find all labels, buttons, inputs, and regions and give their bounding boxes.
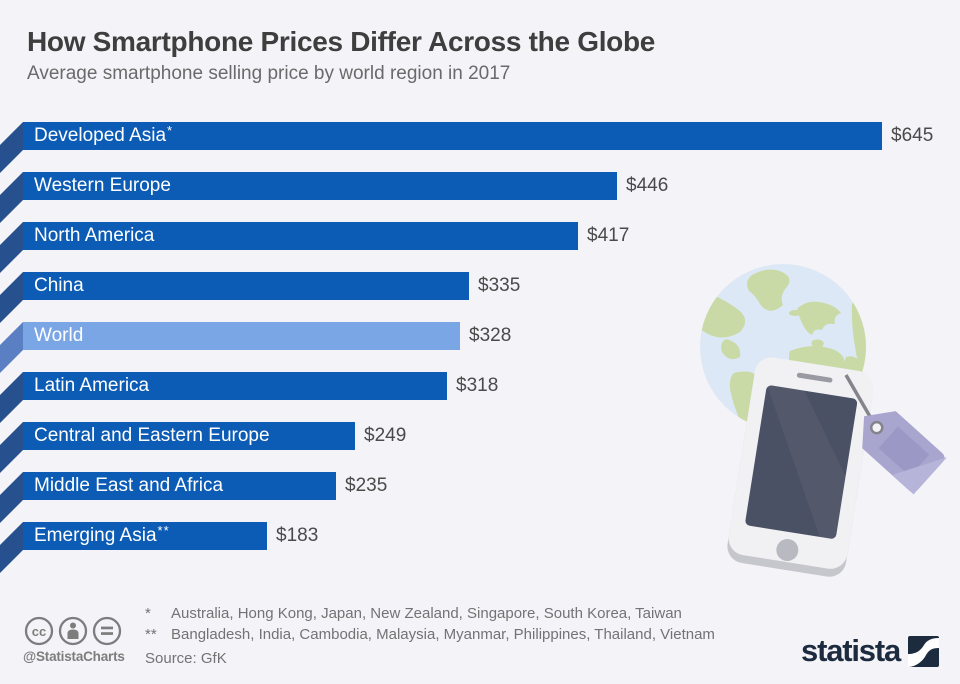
bar-label-text: Latin America	[34, 375, 150, 396]
bar-label-text: Central and Eastern Europe	[34, 425, 270, 446]
globe-phone-illustration	[700, 264, 947, 577]
bar-value-label: $328	[469, 325, 512, 346]
bar-row: World $328	[0, 322, 960, 373]
bar-label-text: Emerging Asia	[34, 525, 157, 546]
bar-label-superscript: **	[157, 523, 170, 538]
bar-value-label: $417	[587, 225, 630, 246]
footnote-line: * Australia, Hong Kong, Japan, New Zeala…	[145, 603, 715, 624]
bar-row: Central and Eastern Europe $249	[0, 422, 960, 473]
bar: Central and Eastern Europe	[23, 422, 355, 450]
bar-row: Developed Asia* $645	[0, 122, 960, 173]
bar-ribbon-fold	[0, 122, 23, 173]
by-icon	[58, 616, 88, 646]
bar: Western Europe	[23, 172, 617, 200]
footnote-line: ** Bangladesh, India, Cambodia, Malaysia…	[145, 624, 715, 645]
bar: Middle East and Africa	[23, 472, 336, 500]
bar-row: North America $417	[0, 222, 960, 273]
bar-ribbon-fold	[0, 272, 23, 323]
page-title: How Smartphone Prices Differ Across the …	[27, 26, 656, 57]
bar-row: China $335	[0, 272, 960, 323]
svg-text:cc: cc	[32, 624, 46, 639]
statista-logo-mark	[908, 635, 939, 667]
bar-label: Central and Eastern Europe	[23, 422, 355, 451]
bar-label: Emerging Asia**	[23, 522, 267, 551]
bar-value-label: $235	[345, 475, 388, 496]
bar: World	[23, 322, 460, 350]
footnotes: * Australia, Hong Kong, Japan, New Zeala…	[145, 603, 715, 645]
footnote-text: Australia, Hong Kong, Japan, New Zealand…	[171, 605, 682, 622]
footnote-marker: *	[145, 605, 151, 622]
nd-icon	[92, 616, 122, 646]
license-badges: cc	[24, 616, 124, 651]
source-label: Source: GfK	[145, 650, 227, 667]
bar-ribbon-fold	[0, 472, 23, 523]
bar-label: Western Europe	[23, 172, 617, 201]
bar-label: World	[23, 322, 460, 351]
bar-ribbon-fold	[0, 322, 23, 373]
bar: China	[23, 272, 469, 300]
bar-row: Western Europe $446	[0, 172, 960, 223]
bar: Emerging Asia**	[23, 522, 267, 550]
bar-value-label: $645	[891, 125, 934, 146]
bar-label: Middle East and Africa	[23, 472, 336, 501]
statista-logo-text: statista	[801, 633, 901, 668]
bar: Latin America	[23, 372, 447, 400]
bar-value-label: $183	[276, 525, 319, 546]
price-tag-icon	[862, 411, 947, 495]
page-subtitle: Average smartphone selling price by worl…	[27, 63, 511, 84]
bar-label-text: World	[34, 325, 84, 346]
bar-label: China	[23, 272, 469, 301]
bar-ribbon-fold	[0, 372, 23, 423]
bar: North America	[23, 222, 578, 250]
bar-label: Developed Asia*	[23, 122, 882, 151]
bar-label-text: Middle East and Africa	[34, 475, 224, 496]
bar-label-text: China	[34, 275, 84, 296]
footnote-marker: **	[145, 626, 157, 643]
bar-row: Emerging Asia** $183	[0, 522, 960, 573]
bar-ribbon-fold	[0, 172, 23, 223]
statista-logo[interactable]: statista	[801, 633, 939, 669]
bar-value-label: $446	[626, 175, 669, 196]
bar-label-text: Western Europe	[34, 175, 171, 196]
statista-charts-handle[interactable]: @StatistaCharts	[23, 649, 125, 664]
bar-value-label: $318	[456, 375, 499, 396]
smartphone-icon	[727, 357, 874, 577]
bar-label-superscript: *	[167, 123, 174, 138]
bar-ribbon-fold	[0, 222, 23, 273]
bar-row: Latin America $318	[0, 372, 960, 423]
bar: Developed Asia*	[23, 122, 882, 150]
bar-value-label: $249	[364, 425, 407, 446]
bar-value-label: $335	[478, 275, 521, 296]
bar-label: Latin America	[23, 372, 447, 401]
bar-label-text: North America	[34, 225, 155, 246]
cc-icon: cc	[24, 616, 54, 646]
bar-row: Middle East and Africa $235	[0, 472, 960, 523]
footnote-text: Bangladesh, India, Cambodia, Malaysia, M…	[171, 626, 715, 643]
bar-ribbon-fold	[0, 522, 23, 573]
bar-ribbon-fold	[0, 422, 23, 473]
bar-label-text: Developed Asia	[34, 125, 167, 146]
bar-label: North America	[23, 222, 578, 251]
